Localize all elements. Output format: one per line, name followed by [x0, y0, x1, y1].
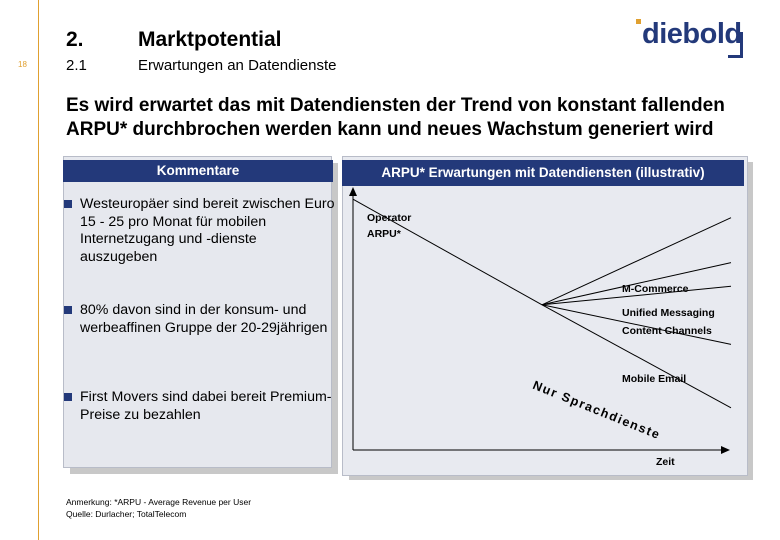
comment-bullet-1: Westeuropäer sind bereit zwischen Euro 1… — [64, 196, 335, 266]
bullet-icon — [64, 306, 72, 314]
footnote-note: Anmerkung: *ARPU - Average Revenue per U… — [66, 497, 252, 507]
logo-bracket-foot — [728, 55, 743, 58]
arpu-chart — [349, 187, 732, 454]
series-line-unified-messaging — [541, 262, 732, 306]
series-line-content-channels — [541, 285, 732, 306]
subsection-title: Erwartungen an Datendienste — [138, 57, 337, 74]
chart-panel — [342, 156, 748, 476]
y-axis-arrow — [349, 187, 357, 196]
comments-panel — [63, 156, 332, 468]
diebold-logo: diebold — [636, 16, 748, 60]
y-axis-label-arpu: ARPU* — [367, 228, 401, 240]
margin-line — [38, 0, 39, 540]
section-title: Marktpotential — [138, 28, 282, 51]
series-line-mobile-email — [541, 304, 732, 345]
branch-label-m-commerce: M-Commerce — [622, 283, 689, 295]
bullet-icon — [64, 393, 72, 401]
y-axis-label-operator: Operator — [367, 212, 412, 224]
comments-header: Kommentare — [63, 160, 333, 182]
branch-label-mobile-email: Mobile Email — [622, 373, 687, 385]
page-number: 18 — [18, 60, 27, 69]
x-axis-label: Zeit — [656, 456, 675, 468]
bullet-icon — [64, 200, 72, 208]
series-line-m-commerce — [541, 217, 732, 306]
branch-label-content-channels: Content Channels — [622, 325, 712, 337]
section-number: 2. — [66, 28, 84, 51]
comment-bullet-3: First Movers sind dabei bereit Premium-P… — [64, 389, 335, 424]
comment-text-3: First Movers sind dabei bereit Premium-P… — [80, 389, 332, 423]
headline: Es wird erwartet das mit Datendiensten d… — [66, 95, 725, 140]
comment-text-1: Westeuropäer sind bereit zwischen Euro 1… — [80, 196, 335, 265]
comment-text-2: 80% davon sind in der konsum- und werbea… — [80, 302, 328, 336]
logo-text: diebold — [642, 18, 742, 50]
comment-bullet-2: 80% davon sind in der konsum- und werbea… — [64, 302, 335, 337]
branch-label-unified-messaging: Unified Messaging — [622, 307, 715, 319]
logo-bracket — [740, 32, 743, 58]
subsection-number: 2.1 — [66, 57, 87, 74]
x-axis-arrow — [721, 446, 730, 454]
footnote-source: Quelle: Durlacher; TotalTelecom — [66, 509, 187, 519]
chart-header: ARPU* Erwartungen mit Datendiensten (ill… — [342, 160, 744, 186]
logo-dot — [636, 19, 641, 24]
